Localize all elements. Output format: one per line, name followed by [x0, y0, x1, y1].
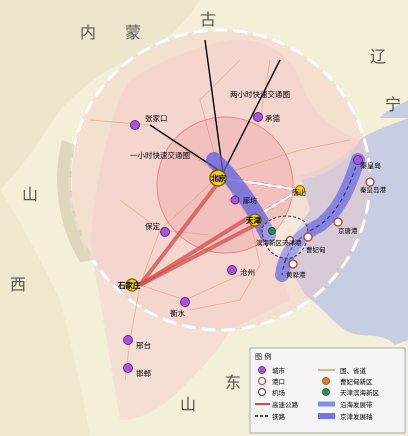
port-caofeidian: 曹妃甸	[303, 232, 326, 254]
region-label-dong: 东	[225, 373, 241, 392]
city-baoding: 保定	[145, 221, 170, 237]
svg-text:国、省道: 国、省道	[340, 366, 367, 375]
svg-text:保定: 保定	[145, 221, 160, 231]
svg-text:天津: 天津	[246, 215, 261, 225]
ring-left-shade	[57, 140, 95, 262]
coastal-belt-edge	[281, 159, 359, 276]
svg-text:铁路: 铁路	[272, 412, 286, 421]
svg-text:衡水: 衡水	[170, 308, 185, 318]
legend-title: 图 例	[255, 352, 271, 361]
region-label-gu: 古	[200, 10, 216, 29]
svg-text:滨海新区: 滨海新区	[256, 238, 283, 247]
leader-north	[204, 39, 224, 174]
binhai-label: 滨海新区 天津港	[256, 227, 302, 247]
legend-caofeidian-icon	[322, 377, 330, 385]
binhai-zone	[261, 215, 309, 259]
city-xingtai: 邢台	[123, 335, 151, 350]
city-qinhuangdao: 秦皇岛	[353, 155, 381, 170]
svg-text:高速公路: 高速公路	[272, 400, 299, 409]
svg-text:曹妃甸新区: 曹妃甸新区	[340, 377, 373, 386]
legend-binhai-icon	[322, 388, 330, 396]
city-hengshui: 衡水	[170, 297, 190, 318]
svg-text:天津滨海新区: 天津滨海新区	[340, 388, 380, 397]
city-chengde: 承德	[253, 112, 280, 123]
svg-text:黄骅港: 黄骅港	[286, 270, 306, 279]
svg-text:廊坊: 廊坊	[243, 196, 257, 205]
city-cangzhou: 沧州	[227, 265, 255, 277]
region-shanxi	[0, 190, 90, 436]
city-zhangjiakou: 张家口	[130, 113, 168, 130]
one-hour-label: 一小时快速交通圈	[130, 150, 190, 160]
port-huanghua: 黄骅港	[286, 259, 306, 279]
city-tianjin: 天津	[246, 213, 262, 227]
svg-text:沧州: 沧州	[240, 267, 255, 277]
leader-northeast	[222, 59, 281, 174]
svg-text:承德: 承德	[265, 113, 280, 123]
corridor-lines	[138, 176, 256, 287]
city-langfang: 廊坊	[230, 195, 257, 205]
svg-text:机场: 机场	[272, 388, 286, 397]
sea-north	[380, 100, 408, 118]
port-jingtang: 京唐港	[333, 217, 358, 235]
port-qinhuangdao: 秦皇岛港	[360, 177, 387, 194]
region-label-liao: 辽	[370, 47, 386, 66]
svg-text:城市: 城市	[272, 366, 286, 375]
city-shijiazhuang: 石家庄	[117, 278, 141, 292]
svg-text:邢台: 邢台	[136, 340, 151, 350]
city-handan: 邯郸	[123, 363, 151, 378]
region-label-xi: 西	[10, 275, 26, 294]
region-label-shan2: 山	[180, 395, 196, 414]
region-label-ning: 宁	[385, 95, 401, 114]
svg-text:唐山: 唐山	[292, 188, 306, 197]
region-hebei	[90, 39, 360, 421]
region-label-shan1: 山	[22, 185, 38, 204]
two-hour-label: 两小时快速交通圈	[230, 89, 290, 99]
svg-text:京津发展轴: 京津发展轴	[340, 412, 373, 421]
svg-text:曹妃甸: 曹妃甸	[306, 245, 326, 254]
svg-text:张家口: 张家口	[145, 113, 168, 123]
legend-port-icon	[258, 377, 266, 385]
region-label-meng: 蒙	[125, 23, 141, 42]
svg-text:邯郸: 邯郸	[136, 368, 151, 378]
legend-city-icon	[258, 366, 266, 374]
svg-text:秦皇岛: 秦皇岛	[360, 161, 381, 170]
port-tianjin	[285, 235, 295, 245]
svg-text:港口: 港口	[272, 377, 285, 386]
svg-text:天津港: 天津港	[282, 238, 302, 247]
svg-text:北京: 北京	[211, 173, 226, 183]
jingjin-axis	[206, 152, 276, 243]
svg-text:京唐港: 京唐港	[338, 226, 358, 235]
region-label-nei: 内	[80, 23, 96, 42]
legend-airport-icon	[258, 388, 266, 396]
legend: 图 例 城市 国、省道 港口 曹妃甸新区 机场 天津滨海新区 高速公路 沿海发展…	[249, 347, 406, 434]
city-tangshan: 唐山	[292, 185, 306, 197]
svg-text:沿海发展带: 沿海发展带	[340, 400, 373, 409]
svg-text:石家庄: 石家庄	[117, 280, 141, 290]
svg-text:秦皇岛港: 秦皇岛港	[360, 185, 387, 194]
city-beijing: 北京	[209, 169, 227, 187]
